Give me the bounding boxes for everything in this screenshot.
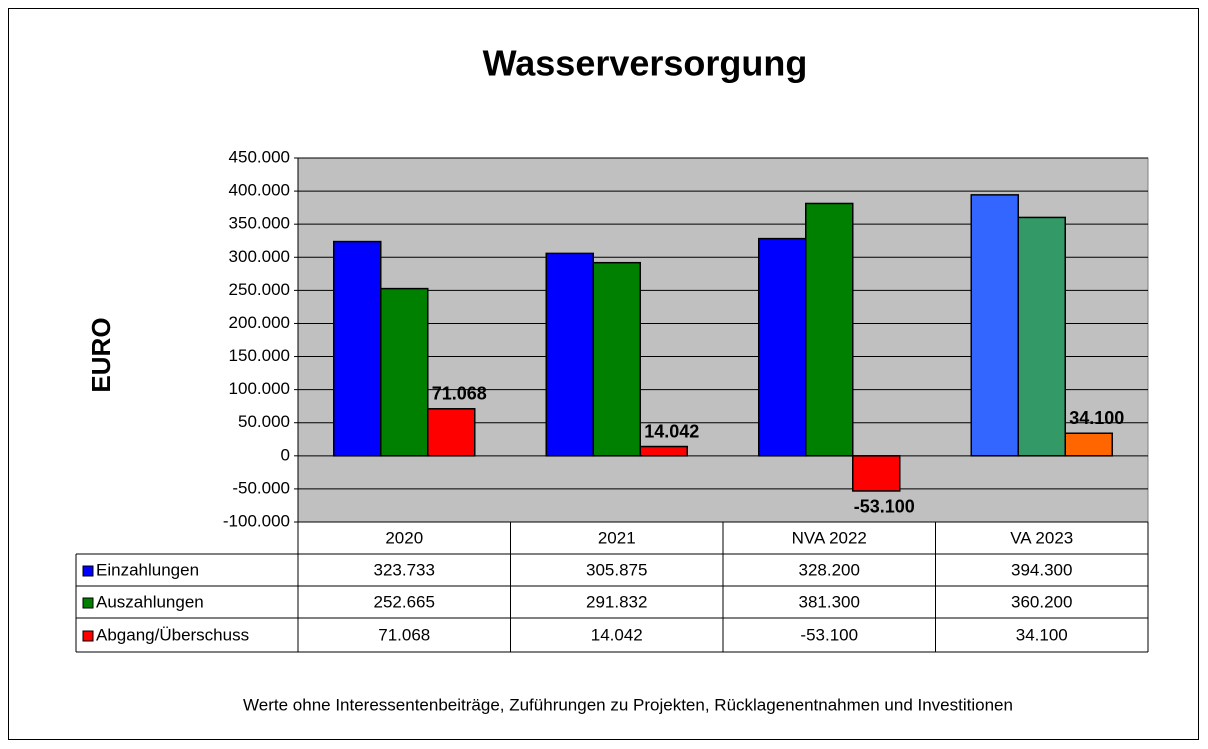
y-tick-label: 0 (281, 445, 290, 464)
bar (545, 252, 594, 457)
legend-key (82, 597, 94, 609)
table-cell: 34.100 (1016, 625, 1068, 644)
bar (333, 240, 382, 457)
y-axis-title: EURO (86, 317, 116, 392)
y-tick-label: 100.000 (229, 379, 290, 398)
y-tick-label: 150.000 (229, 346, 290, 365)
legend-label: Einzahlungen (96, 560, 199, 579)
y-tick-label: 200.000 (229, 313, 290, 332)
bar (1017, 216, 1066, 457)
y-tick-label: 400.000 (229, 181, 290, 200)
y-tick-label: -50.000 (232, 478, 290, 497)
table-cell: 291.832 (586, 592, 647, 611)
table-cell: 328.200 (799, 560, 860, 579)
table-cell: 323.733 (374, 560, 435, 579)
x-tick-label: NVA 2022 (792, 528, 867, 547)
legend-key (82, 630, 94, 642)
bar (1064, 432, 1113, 457)
y-tick-label: 450.000 (229, 147, 290, 166)
table-cell: -53.100 (800, 625, 858, 644)
data-label: 14.042 (644, 421, 699, 441)
table-cell: 252.665 (374, 592, 435, 611)
legend-label: Auszahlungen (96, 592, 204, 611)
legend-label: Abgang/Überschuss (96, 625, 249, 644)
bar (805, 202, 854, 457)
table-cell: 71.068 (378, 625, 430, 644)
bar (758, 237, 807, 457)
footnote: Werte ohne Interessentenbeiträge, Zuführ… (243, 695, 1013, 714)
x-tick-label: 2020 (385, 528, 423, 547)
data-label: -53.100 (854, 497, 915, 517)
y-tick-label: 300.000 (229, 247, 290, 266)
y-tick-label: 50.000 (238, 412, 290, 431)
bar (970, 194, 1019, 457)
bar (639, 445, 688, 457)
legend-key (82, 565, 94, 577)
y-tick-label: 250.000 (229, 280, 290, 299)
bar (592, 261, 641, 457)
x-tick-label: 2021 (598, 528, 636, 547)
table-cell: 360.200 (1011, 592, 1072, 611)
chart-title: Wasserversorgung (483, 43, 808, 84)
y-tick-label: -100.000 (223, 511, 290, 530)
bar (380, 287, 429, 457)
table-cell: 394.300 (1011, 560, 1072, 579)
bar (427, 408, 476, 457)
x-tick-label: VA 2023 (1010, 528, 1073, 547)
y-tick-label: 350.000 (229, 214, 290, 233)
data-label: 34.100 (1069, 408, 1124, 428)
table-cell: 14.042 (591, 625, 643, 644)
table-cell: 381.300 (799, 592, 860, 611)
data-label: 71.068 (432, 384, 487, 404)
table-cell: 305.875 (586, 560, 647, 579)
bar (852, 455, 901, 492)
